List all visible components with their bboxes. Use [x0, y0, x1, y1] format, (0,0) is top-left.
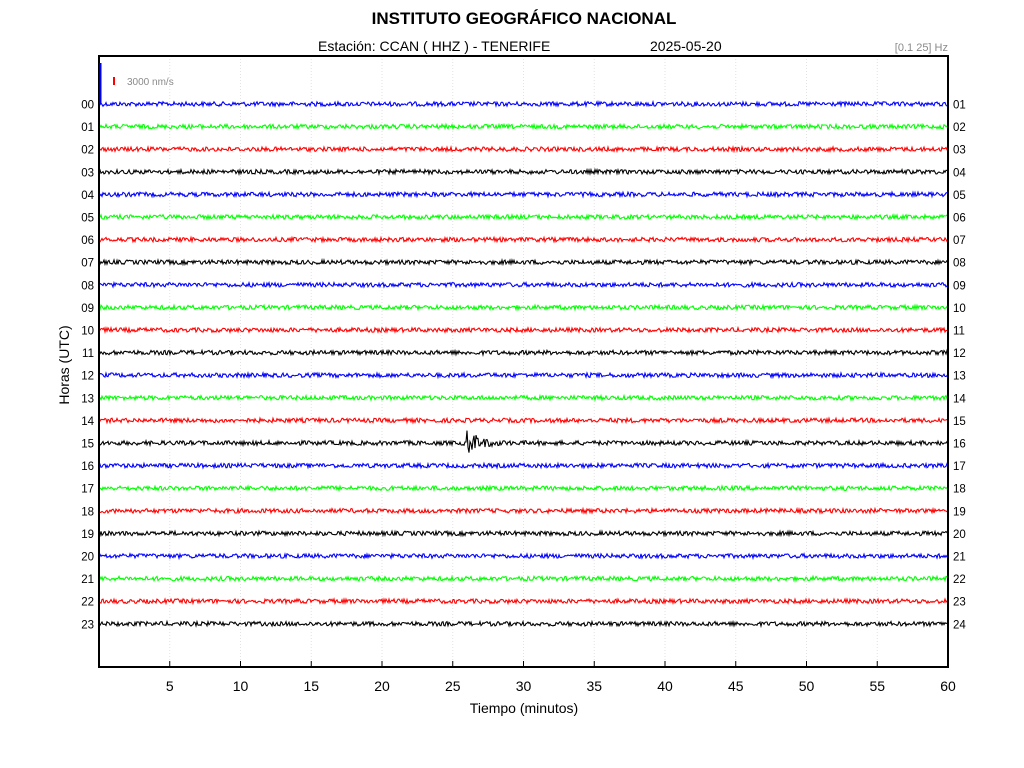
- hour-label-left: 08: [81, 280, 94, 292]
- hour-label-left: 15: [81, 439, 94, 451]
- trace-hour-21: [98, 574, 949, 583]
- hour-label-left: 20: [81, 552, 94, 564]
- hour-label-right: 12: [953, 348, 966, 360]
- hour-label-left: 18: [81, 506, 94, 518]
- trace-hour-04: [98, 190, 949, 199]
- x-tick-label: 5: [166, 678, 174, 694]
- x-tick-label: 45: [728, 678, 744, 694]
- hour-label-right: 05: [953, 190, 966, 202]
- trace-hour-01: [98, 122, 948, 131]
- x-tick-label: 10: [233, 678, 249, 694]
- x-tick-label: 50: [799, 678, 815, 694]
- hour-label-right: 04: [953, 167, 966, 179]
- x-tick-label: 25: [445, 678, 461, 694]
- hour-label-left: 04: [81, 190, 94, 202]
- hour-label-left: 12: [81, 371, 94, 383]
- trace-hour-00: [98, 99, 949, 109]
- hour-label-right: 08: [953, 258, 966, 270]
- hour-label-right: 11: [953, 326, 965, 338]
- hour-label-left: 14: [81, 416, 94, 428]
- hour-label-left: 05: [81, 213, 94, 225]
- x-tick-label: 15: [303, 678, 319, 694]
- hour-label-left: 01: [81, 122, 94, 134]
- trace-hour-20: [98, 552, 949, 561]
- date-label: 2025-05-20: [650, 38, 722, 54]
- x-tick-label: 55: [869, 678, 885, 694]
- x-tick-label: 35: [586, 678, 602, 694]
- hour-label-right: 21: [953, 552, 966, 564]
- hour-label-right: 09: [953, 280, 966, 292]
- page-title: INSTITUTO GEOGRÁFICO NACIONAL: [371, 9, 677, 28]
- x-axis-label: Tiempo (minutos): [469, 700, 579, 716]
- trace-hour-06: [98, 235, 949, 244]
- hour-label-left: 07: [81, 258, 94, 270]
- trace-hour-17: [98, 484, 949, 493]
- x-tick-label: 40: [657, 678, 673, 694]
- hour-label-right: 14: [953, 393, 966, 405]
- hour-label-left: 13: [81, 393, 94, 405]
- trace-hour-23: [98, 619, 949, 629]
- trace-hour-16: [98, 461, 949, 470]
- hour-label-left: 06: [81, 235, 94, 247]
- trace-hour-12: [98, 370, 949, 380]
- station-info: Estación: CCAN ( HHZ ) - TENERIFE: [318, 38, 551, 54]
- hour-label-left: 23: [81, 619, 94, 631]
- trace-hour-10: [98, 325, 949, 335]
- trace-hour-13: [98, 393, 949, 402]
- hour-label-left: 03: [81, 167, 94, 179]
- hour-label-left: 10: [81, 326, 94, 338]
- hour-label-left: 11: [82, 348, 94, 360]
- hour-label-right: 20: [953, 529, 966, 541]
- hour-label-right: 01: [953, 100, 966, 112]
- hour-label-right: 16: [953, 439, 966, 451]
- trace-hour-03: [98, 167, 949, 177]
- hour-label-right: 19: [953, 506, 966, 518]
- hour-label-right: 07: [953, 235, 966, 247]
- hour-label-right: 24: [953, 619, 966, 631]
- trace-hour-18: [98, 506, 949, 515]
- trace-hour-14: [98, 416, 949, 425]
- frequency-band: [0.1 25] Hz: [894, 42, 948, 54]
- trace-hour-07: [98, 257, 949, 267]
- hour-label-left: 21: [81, 574, 94, 586]
- trace-hour-11: [98, 348, 949, 357]
- scale-label: 3000 nm/s: [127, 77, 174, 88]
- trace-hour-19: [98, 529, 949, 538]
- hour-label-right: 13: [953, 371, 966, 383]
- trace-hour-08: [98, 280, 949, 289]
- hour-label-right: 02: [953, 122, 966, 134]
- hour-label-left: 09: [81, 303, 94, 315]
- hour-label-right: 06: [953, 213, 966, 225]
- hour-label-right: 18: [953, 484, 966, 496]
- hour-label-left: 19: [81, 529, 94, 541]
- hour-label-right: 22: [953, 574, 966, 586]
- trace-hour-22: [98, 597, 949, 606]
- hour-label-right: 10: [953, 303, 966, 315]
- trace-hour-09: [98, 303, 949, 312]
- hour-label-left: 02: [81, 145, 94, 157]
- hour-label-left: 17: [81, 484, 94, 496]
- trace-hour-05: [98, 212, 949, 222]
- hour-label-left: 16: [81, 461, 94, 473]
- x-tick-label: 60: [940, 678, 956, 694]
- hour-label-right: 03: [953, 145, 966, 157]
- x-tick-label: 30: [516, 678, 532, 694]
- trace-hour-15: [98, 430, 949, 453]
- hour-label-right: 15: [953, 416, 966, 428]
- hour-label-right: 23: [953, 597, 966, 609]
- x-tick-label: 20: [374, 678, 390, 694]
- hour-label-left: 22: [81, 597, 94, 609]
- trace-hour-02: [99, 144, 949, 154]
- hour-label-left: 00: [81, 100, 94, 112]
- hour-label-right: 17: [953, 461, 966, 473]
